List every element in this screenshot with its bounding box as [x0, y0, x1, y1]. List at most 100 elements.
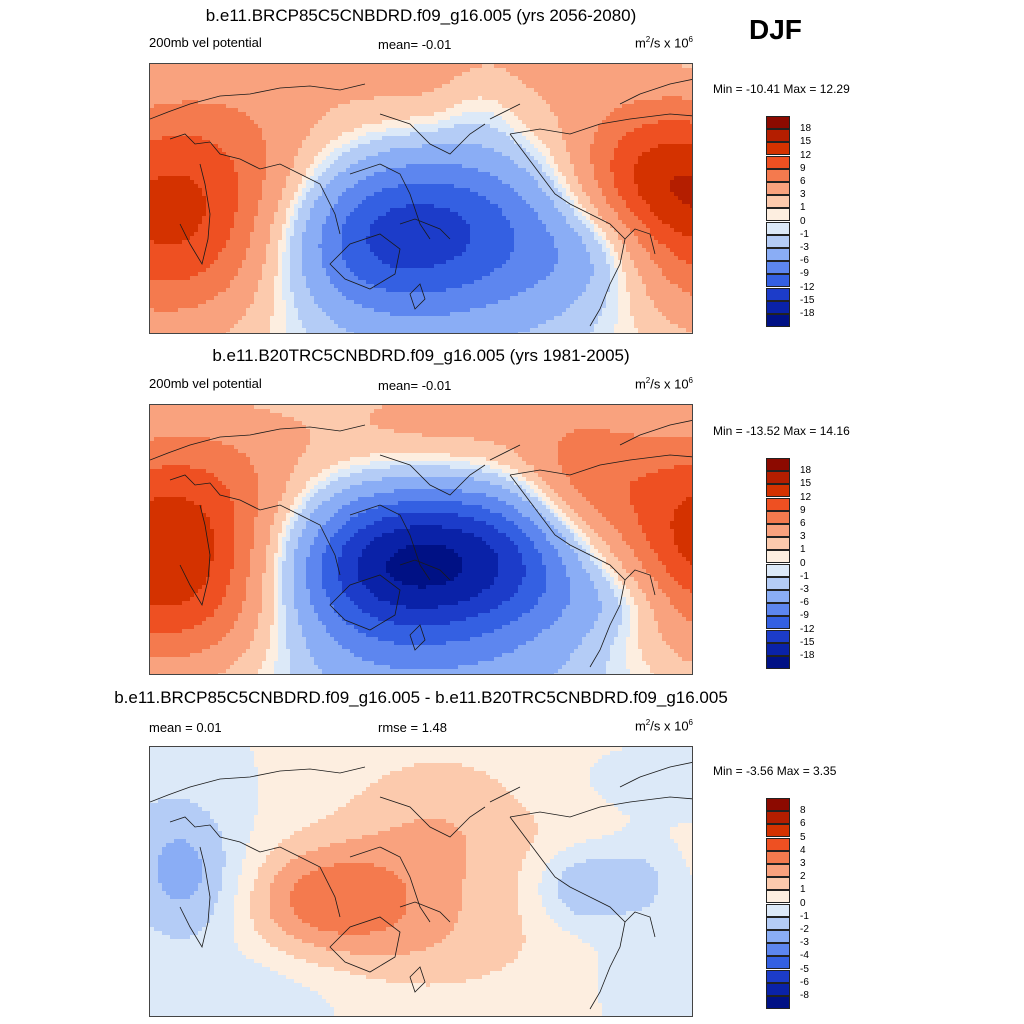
colorbar-tick-label: -3: [800, 585, 809, 595]
colorbar-swatch: [766, 642, 790, 656]
colorbar-tick-label: -3: [800, 938, 809, 948]
colorbar-swatch: [766, 616, 790, 630]
colorbar-tick-label: -1: [800, 571, 809, 582]
colorbar-swatch: [766, 458, 790, 471]
colorbar-tick-label: 18: [800, 124, 811, 134]
colorbar-swatch: [766, 656, 790, 669]
colorbar-tick-label: 4: [800, 845, 806, 856]
colorbar-swatch: [766, 850, 790, 864]
contour-field: [150, 64, 692, 333]
colorbar-swatch: [766, 314, 790, 327]
colorbar-swatch: [766, 234, 790, 248]
colorbar-swatch: [766, 537, 790, 551]
colorbar-tick-label: 15: [800, 137, 811, 147]
colorbar-tick-label: 9: [800, 163, 806, 174]
panel-title: b.e11.BRCP85C5CNBDRD.f09_g16.005 - b.e11…: [114, 688, 728, 708]
colorbar-swatch: [766, 550, 790, 564]
coastlines: [150, 762, 692, 1010]
min-max-label: Min = -13.52 Max = 14.16: [713, 424, 850, 438]
colorbar-tick-label: 3: [800, 190, 806, 200]
colorbar-tick-label: 8: [800, 806, 806, 816]
colorbar-tick-label: -6: [800, 256, 809, 266]
contour-field: [150, 747, 692, 1016]
panel-title: b.e11.B20TRC5CNBDRD.f09_g16.005 (yrs 198…: [212, 346, 629, 366]
colorbar-tick-label: -4: [800, 951, 809, 961]
colorbar-tick-label: 12: [800, 150, 811, 161]
colorbar-tick-label: -5: [800, 964, 809, 975]
colorbar-tick-label: 0: [800, 558, 806, 569]
colorbar-tick-label: -15: [800, 295, 814, 306]
mean-label: mean= -0.01: [378, 378, 451, 393]
colorbar-swatch: [766, 287, 790, 301]
colorbar-tick-label: 6: [800, 177, 806, 187]
colorbar-swatch: [766, 129, 790, 143]
colorbar-tick-label: 2: [800, 872, 806, 882]
colorbar-swatch: [766, 603, 790, 617]
colorbar-swatch: [766, 824, 790, 838]
colorbar-swatch: [766, 930, 790, 943]
colorbar-swatch: [766, 182, 790, 195]
colorbar-tick-label: -6: [800, 977, 809, 988]
colorbar-swatch: [766, 484, 790, 498]
colorbar-swatch: [766, 982, 790, 996]
colorbar-swatch: [766, 208, 790, 222]
colorbar-swatch: [766, 576, 790, 590]
colorbar-tick-label: 6: [800, 819, 806, 829]
colorbar-tick-label: -3: [800, 243, 809, 253]
colorbar-tick-label: 5: [800, 832, 806, 843]
colorbar-swatch: [766, 142, 790, 156]
colorbar-tick-label: 6: [800, 519, 806, 529]
colorbar-tick-label: -9: [800, 611, 809, 621]
contour-field: [150, 405, 692, 674]
colorbar-tick-label: 0: [800, 216, 806, 227]
colorbar-tick-label: 9: [800, 505, 806, 516]
colorbar-swatch: [766, 890, 790, 904]
colorbar-swatch: [766, 943, 790, 957]
min-max-label: Min = -10.41 Max = 12.29: [713, 82, 850, 96]
mean-label: mean= -0.01: [378, 37, 451, 52]
colorbar-swatch: [766, 261, 790, 275]
map-difference: [149, 746, 693, 1017]
map-historical: [149, 404, 693, 675]
colorbar-swatch: [766, 563, 790, 577]
coastlines: [150, 79, 692, 327]
colorbar-tick-label: 3: [800, 859, 806, 869]
map-future: [149, 63, 693, 334]
colorbar-tick-label: -9: [800, 269, 809, 279]
coastlines: [150, 420, 692, 668]
colorbar-swatch: [766, 221, 790, 235]
panel-title: b.e11.BRCP85C5CNBDRD.f09_g16.005 (yrs 20…: [206, 6, 637, 26]
colorbar-tick-label: 1: [800, 203, 806, 213]
colorbar-tick-label: 12: [800, 492, 811, 503]
colorbar-tick-label: -6: [800, 598, 809, 608]
colorbar-swatch: [766, 510, 790, 524]
colorbar-swatch: [766, 798, 790, 811]
colorbar-tick-label: 18: [800, 466, 811, 476]
colorbar-swatch: [766, 116, 790, 129]
colorbar-swatch: [766, 497, 790, 511]
colorbar-tick-label: -12: [800, 282, 814, 293]
units-label: m2/s x 106: [635, 35, 693, 50]
colorbar-tick-label: -12: [800, 624, 814, 635]
colorbar-swatch: [766, 168, 790, 182]
colorbar-swatch: [766, 524, 790, 537]
colorbar-tick-label: 15: [800, 479, 811, 489]
colorbar-swatch: [766, 903, 790, 917]
variable-label: 200mb vel potential: [149, 35, 262, 50]
colorbar-swatch: [766, 837, 790, 851]
colorbar-tick-label: -8: [800, 991, 809, 1001]
colorbar-tick-label: -18: [800, 651, 814, 661]
colorbar-tick-label: 3: [800, 532, 806, 542]
colorbar-tick-label: -1: [800, 229, 809, 240]
colorbar-swatch: [766, 195, 790, 209]
colorbar-swatch: [766, 300, 790, 314]
colorbar-swatch: [766, 471, 790, 485]
colorbar-tick-label: 1: [800, 885, 806, 895]
colorbar-swatch: [766, 629, 790, 643]
colorbar-swatch: [766, 590, 790, 603]
colorbar-swatch: [766, 996, 790, 1009]
colorbar-swatch: [766, 274, 790, 288]
colorbar-swatch: [766, 248, 790, 261]
colorbar-tick-label: -18: [800, 309, 814, 319]
colorbar-swatch: [766, 916, 790, 930]
